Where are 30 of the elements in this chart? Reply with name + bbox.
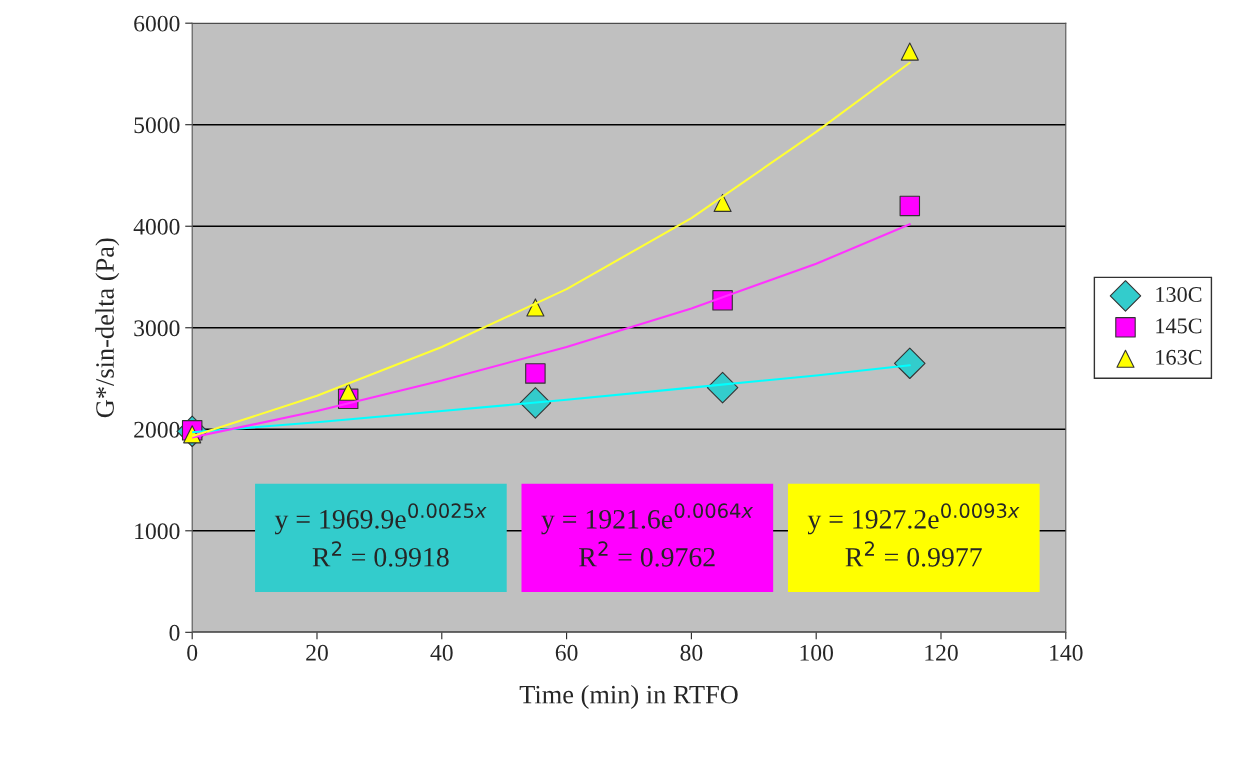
y-tick-label: 3000 [134, 320, 180, 337]
legend-label: 130C [1156, 286, 1202, 302]
x-tick-label: 120 [925, 644, 958, 661]
y-tick-label: 5000 [134, 117, 180, 134]
y-tick-label: 1000 [135, 523, 180, 540]
y-tick-label: 0 [169, 624, 180, 641]
x-tick-label: 80 [680, 644, 703, 661]
text: y = 1969.9e$^{0.0025x}$ R$^{2}$ = 0.9918 [274, 503, 487, 567]
point [894, 347, 926, 380]
x-tick-label: 140 [1050, 644, 1083, 661]
y-tick-label: 6000 [134, 15, 180, 32]
point [339, 382, 358, 401]
legend-label: 145C [1156, 318, 1202, 334]
x-tick-label: 20 [306, 644, 328, 661]
legend-label: 163C [1156, 349, 1202, 365]
x-tick-label: 100 [800, 644, 833, 661]
point [713, 193, 732, 212]
x-tick-label: 60 [555, 644, 578, 661]
text: y = 1927.2e$^{0.0093x}$ R$^{2}$ = 0.9977 [807, 503, 1020, 567]
text: y = 1921.6e$^{0.0064x}$ R$^{2}$ = 0.9762 [541, 503, 754, 567]
x-axis-title: Time (min) in RTFO [519, 684, 738, 709]
y-tick-label: 2000 [134, 421, 180, 438]
point [900, 42, 919, 61]
point [899, 195, 921, 217]
point [526, 298, 545, 317]
y-axis-title: G*/sin-delta (Pa) [95, 238, 120, 418]
x-tick-label: 40 [430, 644, 453, 661]
point [525, 363, 546, 384]
x-tick-label: 0 [187, 644, 198, 661]
y-tick-label: 4000 [133, 218, 180, 235]
